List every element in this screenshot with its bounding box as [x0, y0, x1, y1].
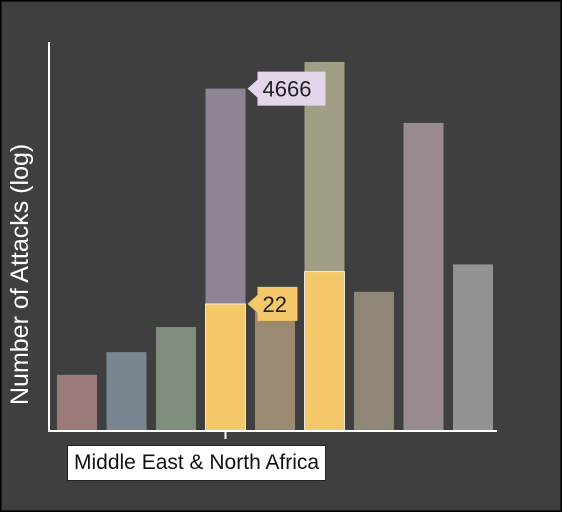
value-label-total-text: 4666 [263, 77, 312, 102]
bar-total[interactable] [106, 352, 147, 431]
bar-total[interactable] [453, 264, 493, 431]
y-axis-label: Number of Attacks (log) [6, 143, 34, 405]
value-label-highlight-text: 22 [263, 292, 287, 317]
bar-total[interactable] [403, 122, 444, 432]
category-tooltip: Middle East & North Africa [67, 445, 327, 481]
bar-total[interactable] [156, 327, 196, 431]
bar-total[interactable] [354, 291, 394, 431]
bar-total[interactable] [255, 311, 295, 431]
bar-highlight[interactable] [205, 303, 246, 432]
bars-group [57, 62, 493, 432]
bar-total[interactable] [57, 374, 97, 431]
value-label-total: 4666 [247, 71, 326, 106]
bar-highlight[interactable] [304, 271, 345, 432]
value-label-highlight: 22 [247, 286, 298, 321]
labels-group: 4666 22 [224, 71, 326, 439]
